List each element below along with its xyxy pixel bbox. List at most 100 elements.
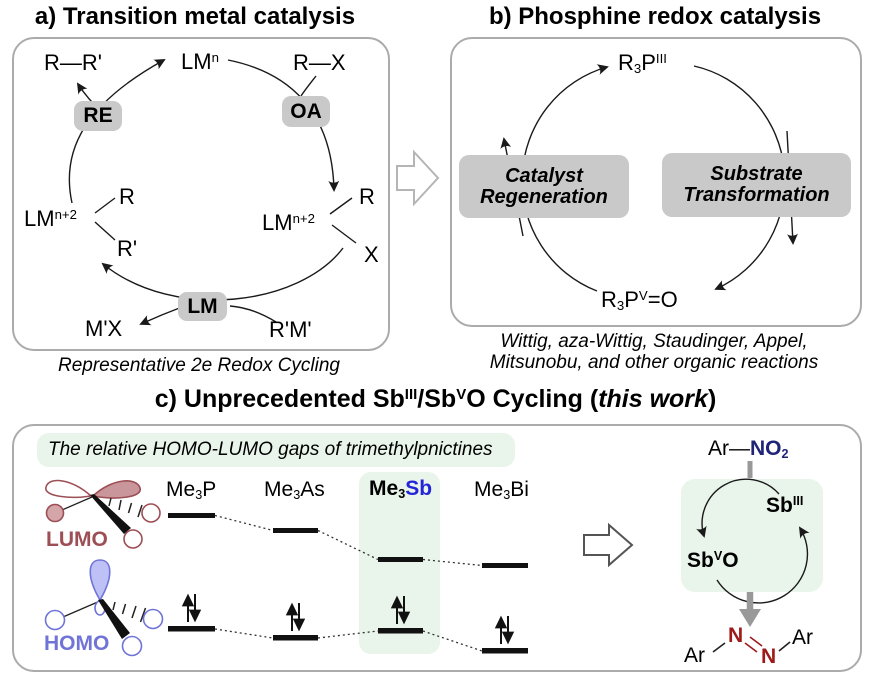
bond-lmn2left-r <box>94 197 116 214</box>
species-catalyst-lmn: LMn <box>181 49 219 75</box>
sb-sup: III <box>792 494 804 509</box>
energy-bars <box>168 513 528 654</box>
arrow-lmn2right-to-lm <box>101 247 344 301</box>
azo-n2: N <box>761 645 777 668</box>
panel-c-border <box>12 424 862 672</box>
homo-bar-me3as <box>273 635 318 641</box>
step-box-re: RE <box>74 101 122 131</box>
species-intermediate-right: LMn+2 <box>262 210 315 236</box>
step-re-label: RE <box>83 104 113 127</box>
homo-bar-me3p <box>168 626 215 632</box>
azo-n1: N <box>728 624 744 647</box>
p3-p: P <box>641 50 656 75</box>
sb-oxidation-state-sup: III <box>404 385 418 403</box>
species-phosphine-oxide: R3PV=O <box>601 287 678 313</box>
column-label-me3bi: Me3Bi <box>474 478 529 502</box>
step-box-oa: OA <box>282 96 330 127</box>
species-substrate: R—X <box>293 50 346 75</box>
azo-ar-left: Ar <box>684 644 705 667</box>
electron-pair-icon <box>285 602 306 632</box>
species-product: R—R' <box>44 50 102 75</box>
bond-lmn2right-r <box>329 197 353 215</box>
lmn2-sup: n+2 <box>292 210 315 226</box>
arrow-sbiii-to-sbvo <box>696 478 780 538</box>
homo-lumo-banner-text: The relative HOMO-LUMO gaps of trimethyl… <box>48 439 493 460</box>
p5-p: P <box>624 287 639 312</box>
me: Me <box>369 477 399 500</box>
step-box-lm: LM <box>178 292 227 321</box>
bond-ar-n1 <box>712 642 726 653</box>
catalyst-regeneration-line1: Catalyst <box>505 164 583 187</box>
ar-label: Ar <box>708 437 729 460</box>
species-sb-iii: SbIII <box>766 494 803 518</box>
homo-bar-me3bi <box>482 648 528 654</box>
homo-lumo-banner <box>37 433 515 467</box>
column-label-me3p: Me3P <box>166 478 216 502</box>
element-sb: Sb <box>405 477 433 500</box>
p5-oxide: =O <box>647 287 678 312</box>
block-arrow-c <box>583 522 634 568</box>
species-byproduct: M'X <box>85 316 123 341</box>
electron-pair-icon <box>390 595 411 625</box>
bond-rx-to-oa <box>300 75 317 97</box>
species-arno2: Ar—NO2 <box>708 437 789 461</box>
sub3: 3 <box>293 488 301 503</box>
electron-pair-icon <box>494 615 515 645</box>
bond-n2-ar <box>778 641 791 652</box>
bond-lmn2right-x <box>331 224 357 244</box>
element-as: As <box>300 478 325 501</box>
ligand-r-left: R <box>119 184 135 209</box>
level-connectors <box>214 514 483 652</box>
sb-base: Sb <box>687 549 714 572</box>
me: Me <box>166 478 196 501</box>
panel-c-title-post: ) <box>707 385 717 413</box>
sb-oxide-o: O <box>722 549 739 572</box>
sub3: 3 <box>195 488 203 503</box>
lmn-sup: n <box>211 49 219 65</box>
sub3: 3 <box>503 488 511 503</box>
panel-c-title-mid: /Sb <box>417 385 457 413</box>
panel-b-border <box>450 37 862 327</box>
species-sb-v-oxide: SbVO <box>687 549 739 573</box>
catalyst-regeneration-line2: Regeneration <box>480 185 608 208</box>
panel-a-caption: Representative 2e Redox Cycling <box>58 355 340 376</box>
lumo-bar-me3p <box>168 513 215 518</box>
catalyst-regeneration-box: Catalyst Regeneration <box>459 155 629 218</box>
p3-r: R <box>618 50 634 75</box>
electron-pair-icon <box>181 593 202 623</box>
me: Me <box>264 478 294 501</box>
sb-oxidation-state-sup: V <box>456 385 467 403</box>
element-bi: Bi <box>510 478 529 501</box>
column-label-me3as: Me3As <box>264 478 325 502</box>
panel-b-caption: Wittig, aza-Wittig, Staudinger, Appel, M… <box>448 331 860 373</box>
arrow-sbvo-to-sbiii <box>716 526 810 604</box>
ligand-rprime-left: R' <box>117 236 138 261</box>
double-bond-n-n <box>749 636 763 647</box>
substrate-transformation-line2: Transformation <box>683 184 830 206</box>
azo-bonds <box>712 636 791 653</box>
substrate-transformation-box: Substrate Transformation <box>662 153 851 217</box>
ligand-r-right: R <box>359 184 375 209</box>
panel-a-border <box>12 37 390 351</box>
species-reagent: R'M' <box>269 317 312 342</box>
no2-sub: 2 <box>781 447 789 462</box>
species-intermediate-left: LMn+2 <box>24 206 77 232</box>
p3-sup: III <box>655 50 667 66</box>
panel-a-title: a) Transition metal catalysis <box>34 3 356 30</box>
lmn2-base: LM <box>24 206 55 231</box>
panel-c-title-pre: c) Unprecedented Sb <box>154 385 405 413</box>
azo-ar-right: Ar <box>792 626 813 649</box>
sb-sup: V <box>713 549 723 564</box>
lumo-bar-me3as <box>273 528 318 533</box>
this-work-emphasis: this work <box>598 385 708 413</box>
bond-rm-to-lm <box>229 305 277 323</box>
arrow-lm-to-mx <box>139 306 183 326</box>
ligand-x-right: X <box>364 242 379 267</box>
lmn2-sup: n+2 <box>54 206 77 222</box>
panel-b-caption-line2: Mitsunobu, and other organic reactions <box>489 352 819 373</box>
no2-label: NO <box>750 437 782 460</box>
lmn-base: LM <box>181 49 212 74</box>
block-arrow-a-to-b <box>396 149 440 207</box>
lmn2-base: LM <box>262 210 293 235</box>
homo-label: HOMO <box>44 632 110 655</box>
